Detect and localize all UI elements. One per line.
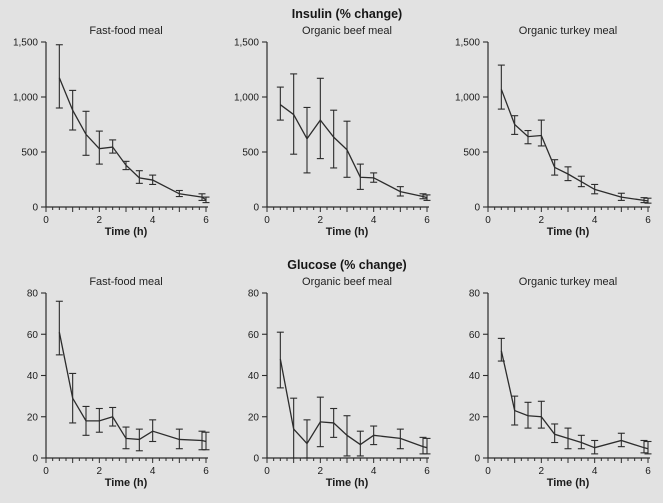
svg-text:4: 4 <box>592 215 598 226</box>
svg-text:6: 6 <box>645 466 651 477</box>
svg-text:1,000: 1,000 <box>13 93 38 104</box>
svg-text:1,000: 1,000 <box>455 93 480 104</box>
panel-insulin-organic-turkey: Organic turkey meal 0 500 1,000 1,500 0 2 4 6 T… <box>442 0 663 251</box>
svg-text:6: 6 <box>203 215 209 226</box>
svg-text:40: 40 <box>469 371 481 382</box>
panel-subtitle: Organic turkey meal <box>518 25 618 37</box>
svg-text:20: 20 <box>27 412 39 423</box>
svg-text:60: 60 <box>27 330 39 341</box>
panel-subtitle: Fast-food meal <box>89 276 163 288</box>
x-axis-label: Time (h) <box>546 477 590 489</box>
svg-text:0: 0 <box>32 203 38 214</box>
panel-subtitle: Fast-food meal <box>89 25 163 37</box>
panel-glucose-organic-beef: Glucose (% change) Organic beef meal 0 20… <box>221 251 442 502</box>
svg-text:40: 40 <box>27 371 39 382</box>
x-axis-label: Time (h) <box>325 477 369 489</box>
svg-text:80: 80 <box>27 289 39 300</box>
svg-text:4: 4 <box>150 215 156 226</box>
panel-glucose-organic-turkey: Organic turkey meal 0 20 40 60 80 0 2 4 6 Time (… <box>442 251 663 502</box>
svg-text:80: 80 <box>248 289 260 300</box>
svg-text:2: 2 <box>318 466 324 477</box>
svg-text:1,500: 1,500 <box>455 38 480 49</box>
svg-text:2: 2 <box>97 215 103 226</box>
insulin-organic-beef-plot: 0 500 1,000 1,500 0 2 4 6 <box>234 38 431 226</box>
panel-insulin-organic-beef: Insulin (% change) Organic beef meal 0 50… <box>221 0 442 251</box>
svg-text:4: 4 <box>150 466 156 477</box>
row-title-glucose: Glucose (% change) <box>287 258 407 272</box>
panel-subtitle: Organic beef meal <box>302 25 392 37</box>
row-title-insulin: Insulin (% change) <box>291 7 403 21</box>
svg-text:1,000: 1,000 <box>234 93 259 104</box>
insulin-organic-turkey-plot: 0 500 1,000 1,500 0 2 4 6 <box>455 38 652 226</box>
svg-text:2: 2 <box>318 215 324 226</box>
svg-text:6: 6 <box>424 215 430 226</box>
svg-text:0: 0 <box>32 454 38 465</box>
svg-text:0: 0 <box>253 454 259 465</box>
svg-text:0: 0 <box>264 466 270 477</box>
glucose-organic-beef-plot: 0 20 40 60 80 0 2 4 6 <box>248 289 431 477</box>
glucose-fast-food-plot: 0 20 40 60 80 0 2 4 6 <box>27 289 210 477</box>
svg-text:20: 20 <box>248 412 260 423</box>
x-axis-label: Time (h) <box>104 477 148 489</box>
svg-text:60: 60 <box>469 330 481 341</box>
svg-text:1,500: 1,500 <box>13 38 38 49</box>
svg-text:0: 0 <box>253 203 259 214</box>
svg-text:0: 0 <box>43 466 49 477</box>
svg-text:0: 0 <box>474 454 480 465</box>
svg-text:40: 40 <box>248 371 260 382</box>
svg-text:2: 2 <box>539 466 545 477</box>
svg-text:20: 20 <box>469 412 481 423</box>
svg-text:0: 0 <box>474 203 480 214</box>
svg-text:500: 500 <box>242 148 259 159</box>
svg-text:1,500: 1,500 <box>234 38 259 49</box>
svg-text:4: 4 <box>371 466 377 477</box>
svg-text:500: 500 <box>21 148 38 159</box>
svg-text:0: 0 <box>485 215 491 226</box>
x-axis-label: Time (h) <box>546 226 590 238</box>
svg-text:6: 6 <box>424 466 430 477</box>
svg-text:0: 0 <box>43 215 49 226</box>
svg-text:6: 6 <box>645 215 651 226</box>
svg-text:4: 4 <box>592 466 598 477</box>
panel-subtitle: Organic turkey meal <box>518 276 618 288</box>
glucose-organic-turkey-plot: 0 20 40 60 80 0 2 4 6 <box>469 289 652 477</box>
svg-text:2: 2 <box>539 215 545 226</box>
x-axis-label: Time (h) <box>104 226 148 238</box>
svg-text:60: 60 <box>248 330 260 341</box>
insulin-fast-food-plot: 0 500 1,000 1,500 0 2 4 6 <box>13 38 210 226</box>
svg-text:0: 0 <box>485 466 491 477</box>
svg-text:6: 6 <box>203 466 209 477</box>
x-axis-label: Time (h) <box>325 226 369 238</box>
svg-text:500: 500 <box>463 148 480 159</box>
svg-text:0: 0 <box>264 215 270 226</box>
panel-subtitle: Organic beef meal <box>302 276 392 288</box>
svg-text:2: 2 <box>97 466 103 477</box>
svg-text:80: 80 <box>469 289 481 300</box>
panel-glucose-fast-food: Fast-food meal 0 20 40 60 80 0 2 4 6 Time (h) <box>0 251 221 502</box>
svg-text:4: 4 <box>371 215 377 226</box>
panel-insulin-fast-food: Fast-food meal 0 500 1,000 1,500 0 2 4 6 Time (… <box>0 0 221 251</box>
